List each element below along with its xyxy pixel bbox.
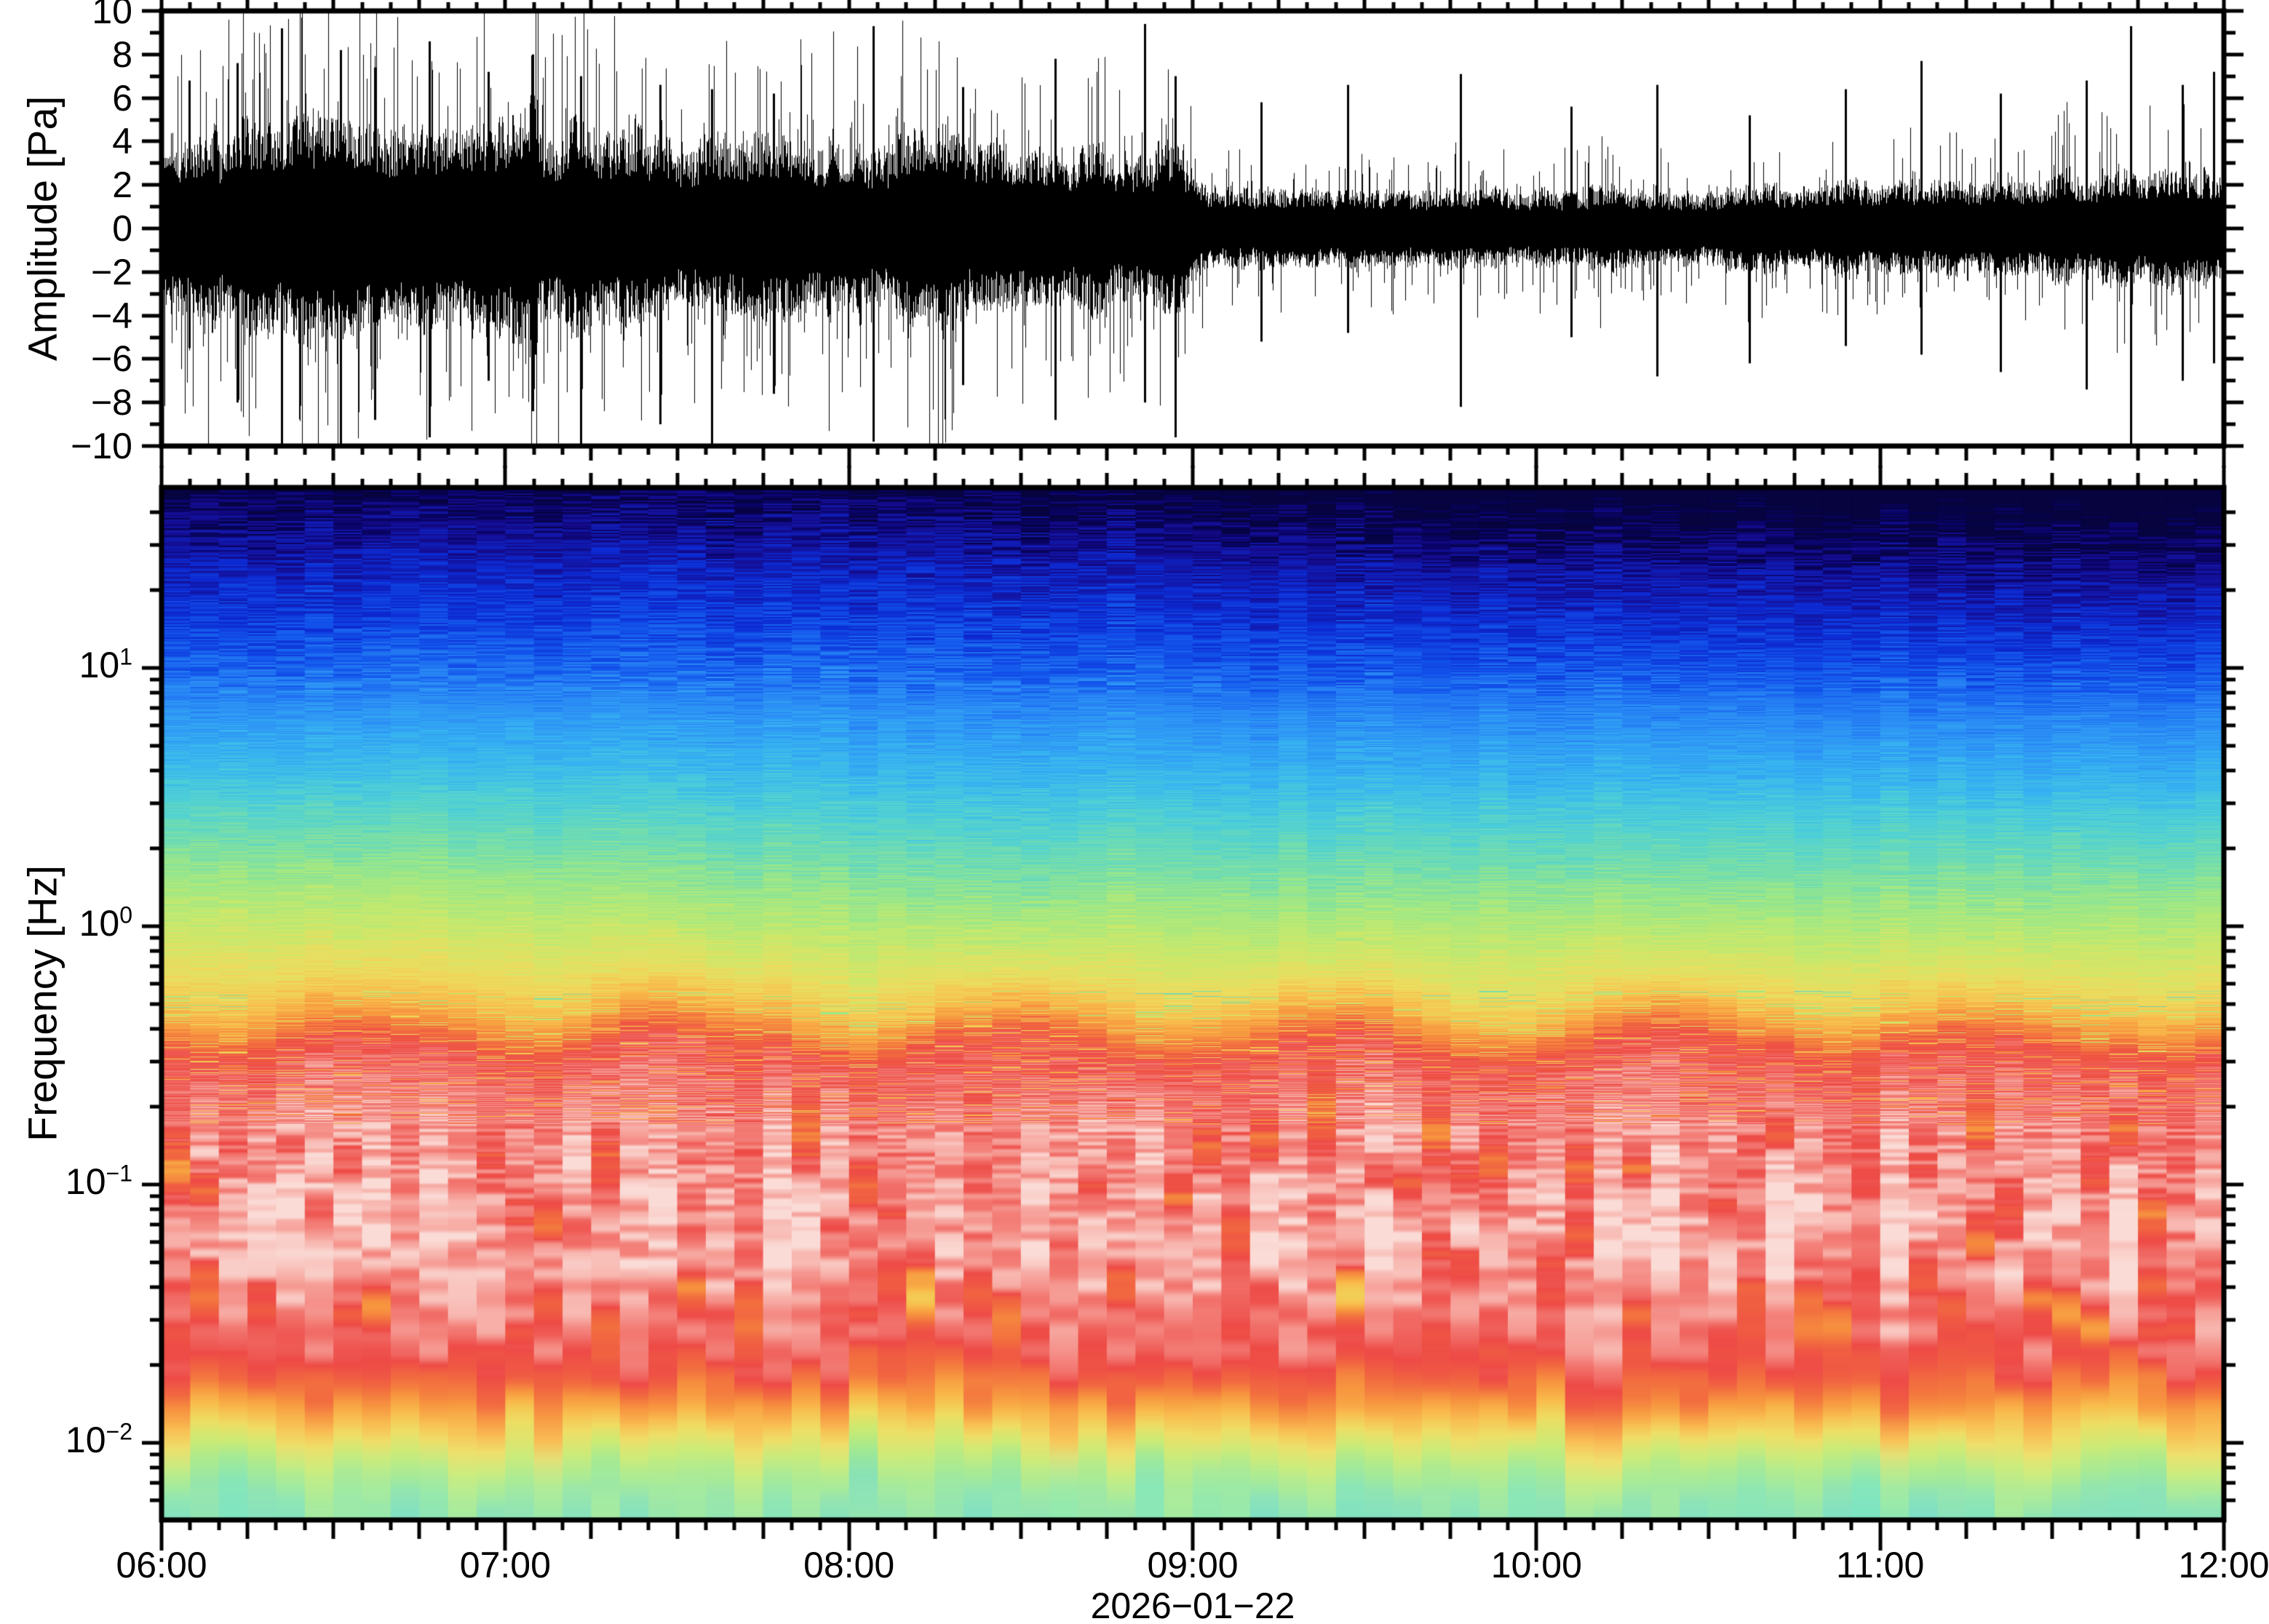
time-tick-label: 10:00 [1490, 1545, 1582, 1585]
frequency-tick-label: 10−1 [65, 1160, 132, 1202]
frequency-tick-label: 10−2 [65, 1418, 132, 1460]
spectrogram-panel [162, 487, 2224, 1520]
amplitude-tick-label: −8 [90, 382, 132, 423]
amplitude-tick-label: 6 [112, 77, 132, 119]
amplitude-tick-label: 2 [112, 164, 132, 206]
time-tick-label: 11:00 [1835, 1545, 1925, 1585]
amplitude-tick-label: −10 [71, 426, 132, 466]
frequency-tick-label: 101 [79, 643, 132, 685]
time-tick-label: 08:00 [803, 1545, 895, 1585]
time-tick-label: 12:00 [2178, 1545, 2269, 1585]
time-tick-label: 06:00 [116, 1545, 207, 1585]
amplitude-tick-label: 4 [112, 121, 132, 162]
time-tick-label: 07:00 [459, 1545, 551, 1585]
waveform-panel [162, 11, 2224, 446]
date-label: 2026−01−22 [1090, 1585, 1295, 1624]
amplitude-tick-label: 10 [92, 0, 132, 31]
amplitude-tick-label: 0 [112, 208, 132, 249]
amplitude-tick-label: −6 [90, 338, 132, 380]
amplitude-tick-label: 8 [112, 33, 132, 75]
amplitude-tick-label: −2 [90, 251, 132, 292]
amplitude-tick-label: −4 [90, 295, 132, 336]
frequency-tick-label: 100 [79, 901, 132, 944]
time-tick-label: 09:00 [1147, 1545, 1239, 1585]
